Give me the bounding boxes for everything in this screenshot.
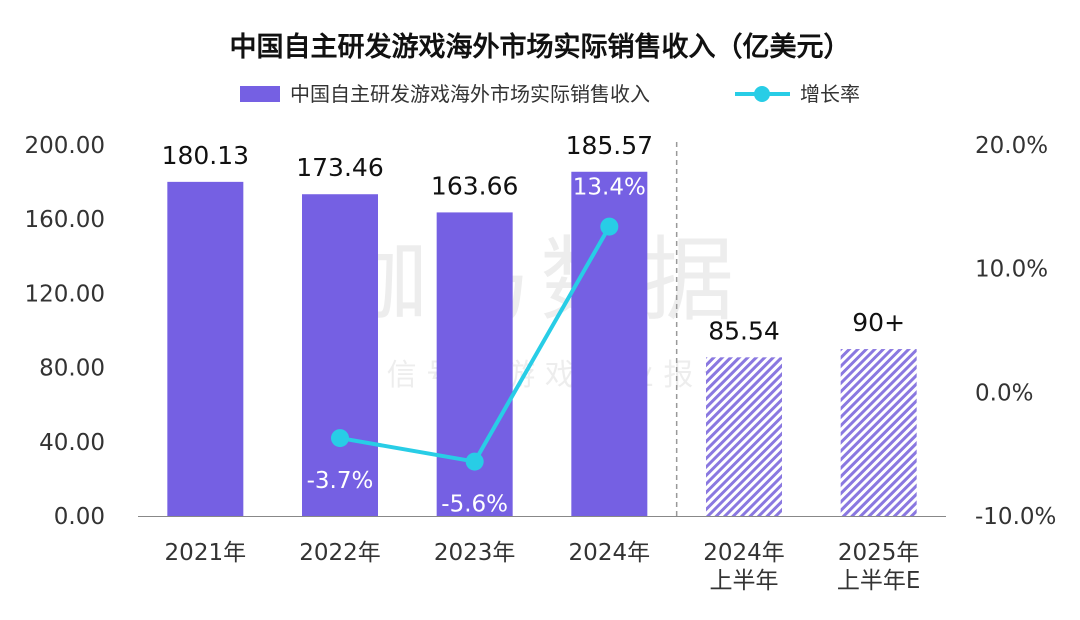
x-tick-label: 2024年 — [703, 540, 785, 566]
watermark-main: 伽马数据 — [336, 227, 744, 334]
growth-value-label: -3.7% — [307, 468, 374, 494]
y-right-tick-label: 0.0% — [975, 380, 1033, 406]
x-tick-label: 2022年 — [299, 540, 381, 566]
bar-value-label: 180.13 — [162, 141, 249, 170]
growth-point — [331, 429, 349, 448]
y-right-tick-label: 10.0% — [975, 257, 1048, 283]
y-left-tick-label: 40.00 — [39, 430, 105, 456]
bar — [706, 357, 782, 516]
y-left-tick-label: 80.00 — [39, 356, 105, 382]
x-tick-label: 2021年 — [165, 540, 247, 566]
growth-point — [600, 217, 619, 236]
bar — [840, 349, 917, 516]
x-tick-label: 2024年 — [569, 540, 651, 566]
legend-label-line: 增长率 — [800, 82, 860, 106]
x-tick-label: 2023年 — [434, 540, 516, 566]
y-left-tick-label: 0.00 — [54, 504, 105, 530]
y-left-tick-label: 200.00 — [25, 133, 105, 159]
x-tick-label: 2025年 — [838, 540, 920, 566]
bar-value-label: 90+ — [852, 308, 905, 337]
bar — [167, 181, 244, 516]
legend-marker-line — [754, 86, 770, 102]
chart-title: 中国自主研发游戏海外市场实际销售收入（亿美元） — [230, 31, 851, 63]
x-tick-label: 上半年 — [710, 568, 779, 594]
bar-value-label: 163.66 — [431, 171, 518, 200]
growth-value-label: -5.6% — [441, 492, 508, 518]
y-left-tick-label: 160.00 — [25, 207, 105, 233]
bar-value-label: 173.46 — [296, 153, 383, 182]
growth-value-label: 13.4% — [573, 175, 646, 201]
x-tick-label: 上半年E — [837, 568, 921, 594]
legend-label-bar: 中国自主研发游戏海外市场实际销售收入 — [290, 82, 650, 106]
bar — [302, 194, 378, 517]
bar-value-label: 185.57 — [566, 131, 653, 160]
y-left-tick-label: 120.00 — [25, 281, 105, 307]
watermark-sub: 微 信 号 ： 游 戏 产 业 报 告 — [347, 358, 733, 393]
bar-value-label: 85.54 — [708, 316, 780, 345]
y-right-tick-label: 20.0% — [975, 133, 1048, 159]
legend-swatch-bar — [240, 86, 280, 102]
growth-point — [465, 452, 484, 471]
y-right-tick-label: -10.0% — [975, 504, 1056, 530]
